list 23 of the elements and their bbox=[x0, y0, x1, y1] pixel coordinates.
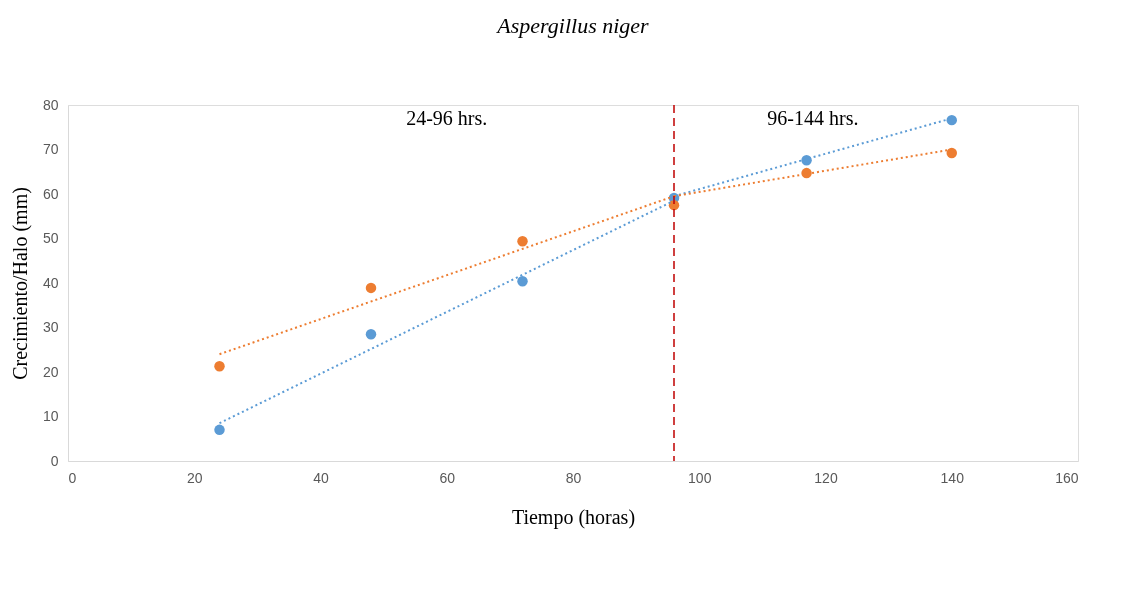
annotation: 96-144 hrs. bbox=[767, 107, 859, 129]
y-axis-title: Crecimiento/Halo (mm) bbox=[8, 187, 32, 380]
x-tick-label: 40 bbox=[313, 469, 329, 486]
x-tick-label: 140 bbox=[940, 469, 965, 486]
y-tick-label: 50 bbox=[42, 230, 59, 246]
x-tick-label: 100 bbox=[688, 469, 712, 486]
x-tick-label: 80 bbox=[565, 469, 582, 486]
x-tick-label: 0 bbox=[68, 469, 77, 486]
y-tick-label: 10 bbox=[42, 408, 59, 424]
y-tick-label: 70 bbox=[42, 141, 59, 157]
x-tick-label: 120 bbox=[814, 469, 838, 486]
x-tick-label: 60 bbox=[439, 469, 456, 486]
y-tick-label: 30 bbox=[42, 319, 59, 335]
y-tick-label: 60 bbox=[42, 185, 59, 202]
x-tick-label: 160 bbox=[1055, 469, 1079, 486]
x-axis-title: Tiempo (horas) bbox=[511, 505, 636, 529]
chart-title: Aspergillus niger bbox=[495, 13, 650, 38]
annotation: 24-96 hrs. bbox=[406, 107, 488, 129]
x-tick-label: 20 bbox=[186, 469, 203, 486]
y-tick-label: 20 bbox=[42, 363, 59, 380]
y-tick-label: 40 bbox=[42, 274, 59, 291]
y-tick-label: 0 bbox=[50, 452, 59, 469]
y-tick-label: 80 bbox=[42, 96, 59, 113]
